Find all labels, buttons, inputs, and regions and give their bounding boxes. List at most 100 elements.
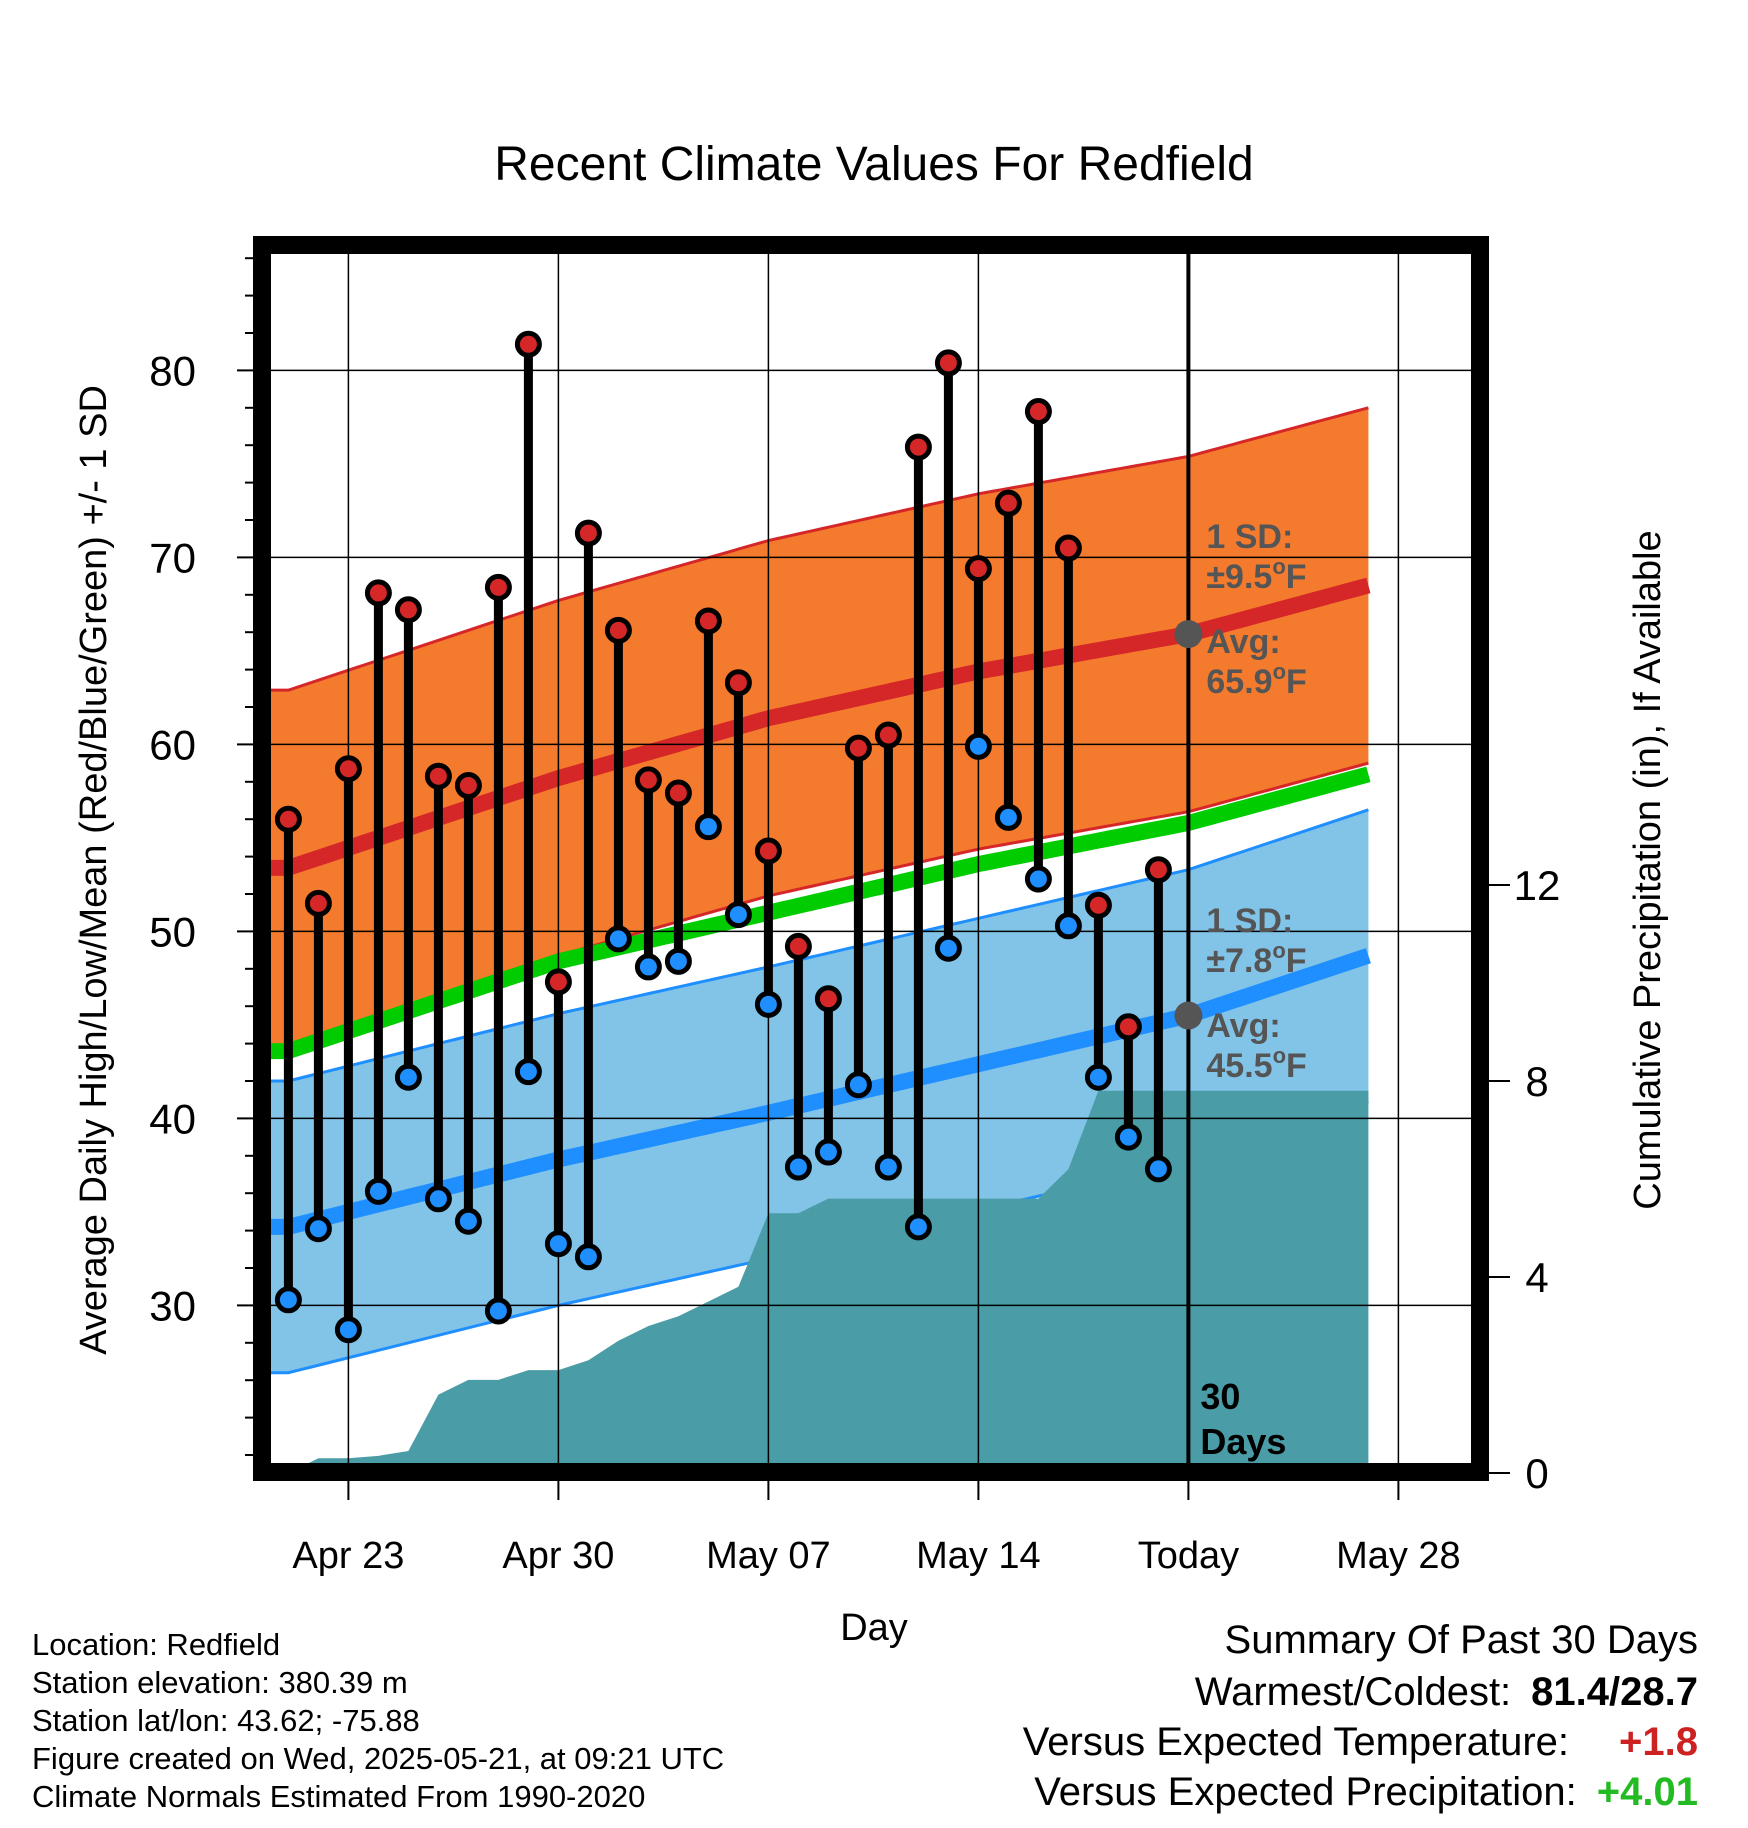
mean-normal-line xyxy=(262,766,1371,1060)
daily-low-point xyxy=(304,1215,332,1243)
daily-low-point xyxy=(934,934,962,962)
y2-tick-label: 8 xyxy=(1525,1058,1548,1105)
low-annotation-sd-title: 1 SD: xyxy=(1206,902,1293,940)
daily-high-point xyxy=(364,579,392,607)
daily-low-point xyxy=(574,1243,602,1271)
y-tick-label: 40 xyxy=(149,1095,196,1142)
period-label: Days xyxy=(1200,1421,1286,1462)
high-normal-band xyxy=(262,407,1369,1046)
low-normal-band-upper-edge xyxy=(262,808,1369,1083)
elevation-text: Station elevation: 380.39 m xyxy=(32,1665,408,1700)
y2-tick-label: 4 xyxy=(1525,1254,1548,1301)
warm-cold-label: Warmest/Coldest: xyxy=(1194,1670,1512,1714)
summary-title: Summary Of Past 30 Days xyxy=(1224,1618,1698,1662)
daily-high-point xyxy=(994,489,1022,517)
daily-low-point xyxy=(724,901,752,929)
daily-high-point xyxy=(634,766,662,794)
daily-high-point xyxy=(934,349,962,377)
location-text: Location: Redfield xyxy=(32,1627,281,1662)
precip-departure-value: +4.01 xyxy=(1596,1770,1698,1814)
y-tick-label: 70 xyxy=(149,534,196,581)
y-tick-label: 50 xyxy=(149,908,196,955)
precip-label: Versus Expected Precipitation: xyxy=(1034,1770,1577,1814)
daily-high-point xyxy=(1144,856,1172,884)
daily-low-point xyxy=(844,1071,872,1099)
daily-low-point xyxy=(1114,1123,1142,1151)
warm-cold-value: 81.4/28.7 xyxy=(1531,1670,1698,1714)
daily-low-point xyxy=(994,803,1022,831)
high-annotation-avg-title: Avg: xyxy=(1206,623,1280,661)
summary-warm-cold: Warmest/Coldest: 81.4/28.7 xyxy=(1195,1670,1698,1715)
daily-low-point xyxy=(904,1213,932,1241)
daily-high-point xyxy=(1054,534,1082,562)
daily-low-point xyxy=(814,1138,842,1166)
daily-high-point xyxy=(1084,891,1112,919)
daily-low-point xyxy=(454,1207,482,1235)
daily-high-point xyxy=(394,596,422,624)
x-axis-label: Day xyxy=(840,1607,908,1649)
daily-high-point xyxy=(454,772,482,800)
temp-departure-value: +1.8 xyxy=(1619,1720,1698,1764)
daily-high-point xyxy=(724,669,752,697)
daily-high-point xyxy=(514,330,542,358)
daily-high-point xyxy=(1024,398,1052,426)
low-annotation-avg-title: Avg: xyxy=(1206,1007,1280,1045)
daily-high-point xyxy=(334,755,362,783)
daily-high-point xyxy=(904,433,932,461)
plot-frame xyxy=(253,236,1489,1481)
daily-low-point xyxy=(754,990,782,1018)
latlon-text: Station lat/lon: 43.62; -75.88 xyxy=(32,1703,420,1738)
high-annotation-sd-title: 1 SD: xyxy=(1206,518,1293,556)
daily-high-point xyxy=(754,837,782,865)
daily-high-point xyxy=(274,805,302,833)
summary-temp: Versus Expected Temperature: +1.8 xyxy=(1023,1720,1698,1765)
daily-high-point xyxy=(1114,1013,1142,1041)
low-annotation-avg-value: 45.5oF xyxy=(1206,1043,1306,1085)
daily-high-point xyxy=(874,721,902,749)
y-axis-label-right: Cumulative Precipitation (in), If Availa… xyxy=(1627,530,1669,1209)
daily-high-point xyxy=(424,762,452,790)
x-tick-label: Apr 23 xyxy=(292,1535,404,1577)
daily-low-point xyxy=(604,925,632,953)
high-normal-band-upper-edge xyxy=(262,406,1369,692)
created-text: Figure created on Wed, 2025-05-21, at 09… xyxy=(32,1741,725,1776)
daily-high-point xyxy=(544,968,572,996)
daily-high-point xyxy=(784,932,812,960)
daily-low-point xyxy=(514,1058,542,1086)
y2-tick-label: 12 xyxy=(1514,862,1561,909)
today-high-avg-marker xyxy=(1174,620,1203,649)
station-info: Location: Redfield Station elevation: 38… xyxy=(32,1626,724,1816)
daily-low-point xyxy=(484,1297,512,1325)
y-tick-label: 60 xyxy=(149,721,196,768)
daily-low-point xyxy=(1024,865,1052,893)
daily-high-point xyxy=(694,607,722,635)
high-annotation-avg-value: 65.9oF xyxy=(1206,659,1306,701)
daily-high-point xyxy=(844,734,872,762)
daily-low-point xyxy=(394,1063,422,1091)
x-tick-label: Today xyxy=(1138,1535,1239,1577)
daily-high-point xyxy=(574,519,602,547)
daily-low-point xyxy=(1144,1155,1172,1183)
daily-low-point xyxy=(544,1230,572,1258)
daily-low-point xyxy=(694,813,722,841)
x-tick-label: Apr 30 xyxy=(502,1535,614,1577)
daily-low-point xyxy=(364,1177,392,1205)
y-tick-label: 80 xyxy=(149,347,196,394)
low-normal-band xyxy=(262,809,1369,1373)
daily-high-point xyxy=(304,889,332,917)
temp-label: Versus Expected Temperature: xyxy=(1022,1720,1570,1764)
period-label: 30 xyxy=(1200,1376,1240,1417)
daily-low-point xyxy=(634,953,662,981)
daily-low-point xyxy=(964,732,992,760)
daily-high-point xyxy=(814,985,842,1013)
today-low-avg-marker xyxy=(1174,1001,1203,1030)
daily-low-point xyxy=(274,1286,302,1314)
normals-text: Climate Normals Estimated From 1990-2020 xyxy=(32,1779,646,1814)
high-annotation-sd-value: ±9.5oF xyxy=(1206,554,1306,596)
y2-tick-label: 0 xyxy=(1525,1450,1548,1497)
low-annotation-sd-value: ±7.8oF xyxy=(1206,938,1306,980)
daily-low-point xyxy=(424,1185,452,1213)
